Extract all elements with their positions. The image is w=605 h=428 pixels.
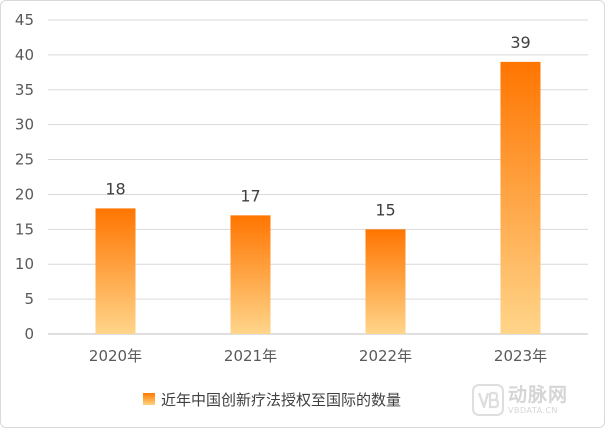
watermark-logo: 动脉网 VBDATA.CN bbox=[472, 380, 600, 420]
y-tick-label: 30 bbox=[15, 116, 34, 134]
gridlines bbox=[48, 19, 588, 335]
legend-label: 近年中国创新疗法授权至国际的数量 bbox=[161, 390, 402, 409]
y-tick-label: 15 bbox=[15, 220, 34, 238]
y-tick-label: 20 bbox=[15, 185, 34, 203]
bars bbox=[95, 61, 541, 334]
bar bbox=[95, 208, 136, 334]
data-labels: 18 17 15 39 bbox=[105, 33, 530, 219]
y-tick-label: 45 bbox=[15, 11, 34, 29]
x-tick-label: 2020年 bbox=[89, 347, 142, 365]
data-label: 39 bbox=[510, 33, 530, 52]
bar bbox=[230, 215, 271, 334]
bar bbox=[365, 229, 406, 334]
x-tick-label: 2021年 bbox=[224, 347, 277, 365]
data-label: 18 bbox=[105, 179, 125, 198]
vb-logo-icon bbox=[472, 384, 504, 416]
y-tick-label: 10 bbox=[15, 255, 34, 273]
watermark-cn: 动脉网 bbox=[508, 383, 569, 406]
y-tick-label: 40 bbox=[15, 46, 34, 64]
bar bbox=[500, 61, 541, 334]
y-tick-label: 35 bbox=[15, 81, 34, 99]
legend: 近年中国创新疗法授权至国际的数量 bbox=[143, 388, 401, 410]
watermark-en: VBDATA.CN bbox=[508, 405, 559, 415]
y-tick-label: 5 bbox=[24, 290, 34, 308]
legend-swatch bbox=[143, 393, 155, 405]
x-axis: 2020年 2021年 2022年 2023年 bbox=[89, 347, 547, 365]
data-label: 17 bbox=[240, 186, 260, 205]
y-axis: 0 5 10 15 20 25 30 35 40 45 bbox=[15, 11, 34, 343]
y-tick-label: 25 bbox=[15, 151, 34, 169]
data-label: 15 bbox=[375, 200, 395, 219]
y-tick-label: 0 bbox=[24, 325, 34, 343]
x-tick-label: 2023年 bbox=[494, 347, 547, 365]
x-tick-label: 2022年 bbox=[359, 347, 412, 365]
